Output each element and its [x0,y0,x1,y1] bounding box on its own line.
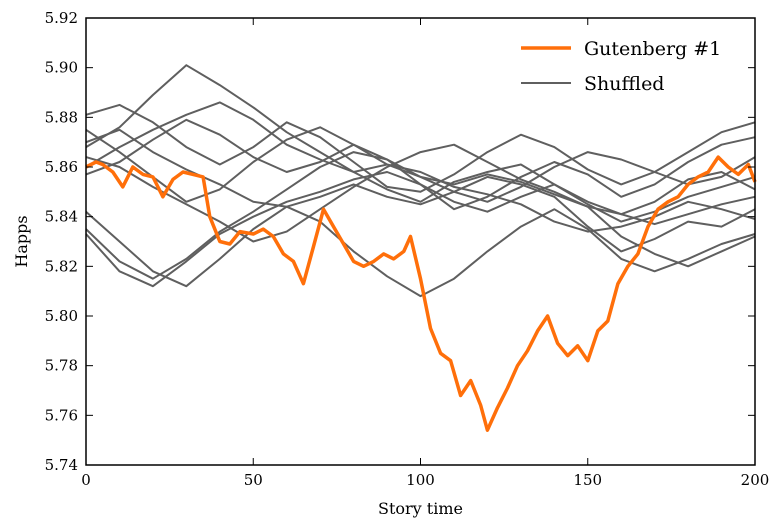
legend: Gutenberg #1 Shuffled [521,38,721,95]
x-tick-label: 100 [406,471,435,489]
legend-label-shuffled: Shuffled [584,73,664,95]
series-line-shuffled-5 [85,205,756,298]
series-line-shuffled-9 [85,136,756,280]
y-tick-label: 5.86 [45,158,78,176]
tick-labels: 0 50 100 150 200 5.74 5.76 5.78 5.80 5.82 5.84 5.86… [45,9,770,489]
x-tick-label: 0 [81,471,91,489]
series-line-gutenberg [85,155,757,432]
x-tick-label: 50 [244,471,263,489]
y-tick-label: 5.76 [45,406,78,424]
series-line-shuffled-1 [85,64,756,216]
series-layer [85,64,757,432]
series-line-shuffled-8 [85,101,756,233]
series-line-shuffled-4 [85,103,756,193]
y-tick-label: 5.80 [45,307,78,325]
series-line-shuffled-7 [85,143,756,268]
y-tick-label: 5.82 [45,257,78,275]
y-tick-label: 5.84 [45,208,78,226]
series-line-shuffled-3 [85,171,756,288]
y-tick-label: 5.88 [45,108,78,126]
y-tick-label: 5.90 [45,59,78,77]
series-line-shuffled-2 [85,126,756,203]
y-tick-label: 5.78 [45,357,78,375]
x-tick-label: 150 [573,471,602,489]
legend-label-gutenberg: Gutenberg #1 [584,38,721,60]
ticks-layer [85,17,756,466]
x-axis-label: Story time [378,499,463,518]
y-tick-label: 5.74 [45,456,78,474]
y-axis-label: Happs [12,215,31,267]
y-tick-label: 5.92 [45,9,78,27]
x-tick-label: 200 [741,471,770,489]
